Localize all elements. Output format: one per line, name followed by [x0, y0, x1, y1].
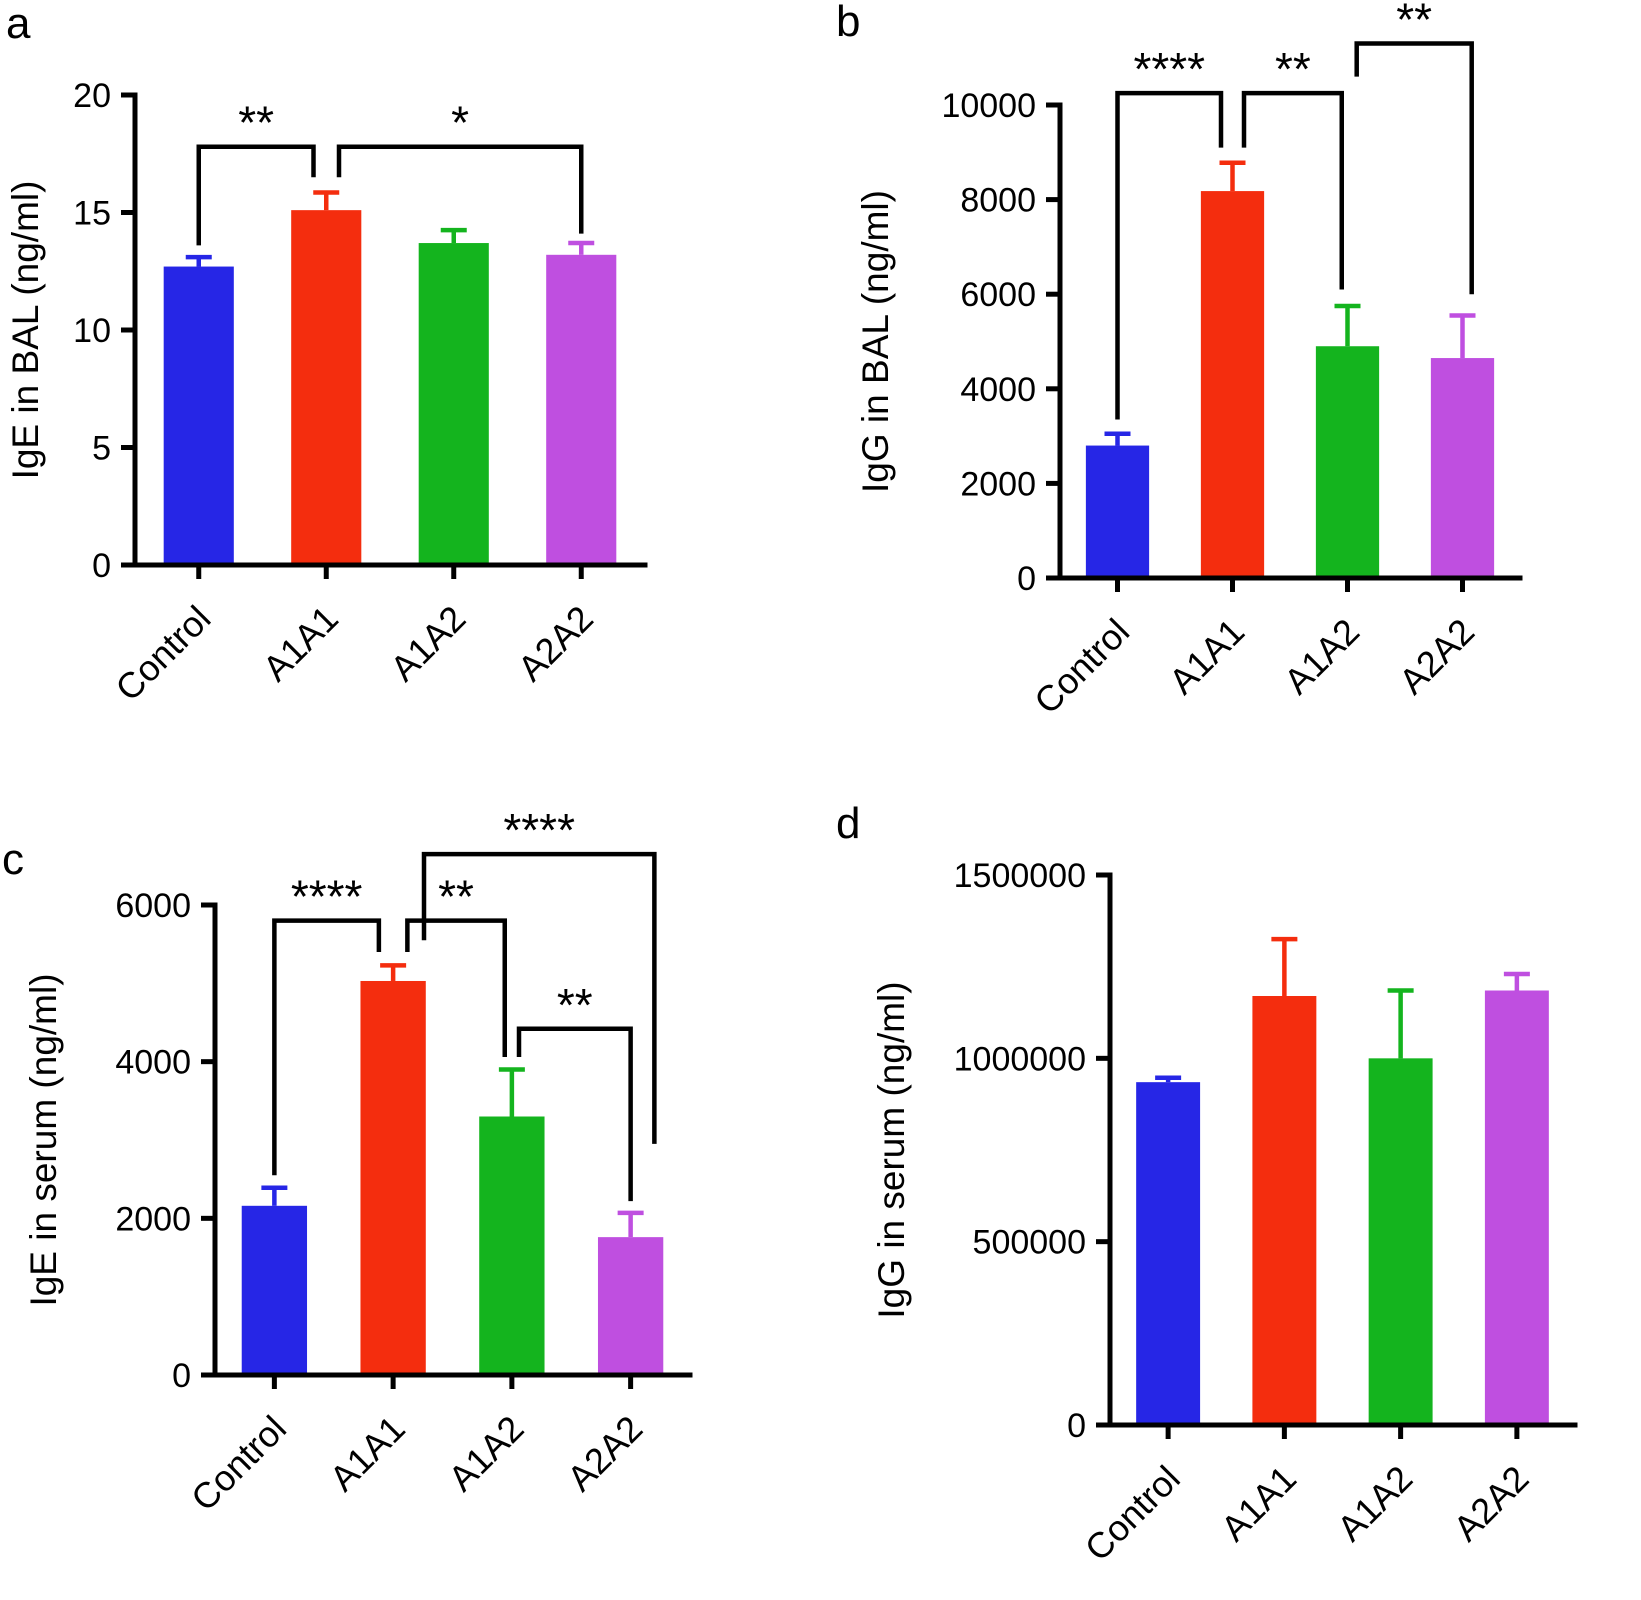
bar-a2a2: [1484, 990, 1549, 1425]
bar-control: [1085, 445, 1150, 578]
significance-bracket: [1354, 41, 1474, 295]
chart-ige-in-bal: 0 5 10 15 20 IgE in BAL (ng/ml) Control A1A1 A1A…: [5, 77, 648, 709]
y-tick-label: 500000: [973, 1224, 1086, 1262]
chart-ige-in-serum: 0 2000 4000 6000 IgE in serum (ng/ml) Control…: [23, 804, 693, 1519]
significance-label: ****: [291, 871, 363, 923]
bar-control: [1136, 1082, 1201, 1425]
y-tick-label: 0: [172, 1357, 191, 1395]
category-label-a1a2: A1A2: [1329, 1458, 1420, 1549]
y-tick-label: 4000: [960, 371, 1036, 409]
significance-label: ****: [503, 804, 575, 856]
bar-a1a1: [291, 210, 362, 565]
category-label-a1a2: A1A2: [440, 1408, 531, 1499]
significance-bracket: [516, 1026, 633, 1202]
y-axis-title: IgE in serum (ng/ml): [23, 973, 64, 1306]
bar-a1a2: [418, 243, 489, 566]
category-label-control: Control: [1077, 1458, 1188, 1569]
y-tick-label: 10000: [941, 87, 1036, 125]
y-tick-label: 0: [1067, 1407, 1086, 1445]
significance-bracket: [336, 144, 584, 234]
panel-label-d: d: [836, 799, 861, 848]
y-axis-title: IgE in BAL (ng/ml): [5, 181, 46, 480]
category-label-a2a2: A2A2: [1391, 611, 1482, 702]
bar-a1a2: [1315, 346, 1380, 578]
panel-label-c: c: [2, 835, 24, 884]
chart-igg-in-bal: 0 2000 4000 6000 8000 10000 IgG in BAL (ng/ml)…: [855, 0, 1523, 722]
category-label-control: Control: [183, 1408, 294, 1519]
chart-igg-in-serum: 0 500000 1000000 1500000 IgG in serum (ng/ml…: [871, 857, 1578, 1569]
y-axis-title: IgG in BAL (ng/ml): [855, 190, 896, 493]
panel-label-b: b: [836, 0, 861, 46]
y-tick-label: 5: [92, 430, 111, 468]
category-label-a1a1: A1A1: [1213, 1458, 1304, 1549]
y-tick-label: 8000: [960, 182, 1036, 220]
category-label-a2a2: A2A2: [559, 1408, 650, 1499]
bar-a2a2: [1430, 358, 1495, 578]
significance-bracket: [1115, 90, 1224, 420]
bar-control: [163, 266, 234, 565]
category-label-a1a1: A1A1: [255, 598, 346, 689]
panel-b: b 0 2000 4000 6000 8000 10000 IgG in BAL (ng/m…: [820, 0, 1641, 800]
category-label-a1a1: A1A1: [322, 1408, 413, 1499]
bar-a1a1: [1252, 996, 1317, 1425]
y-tick-label: 2000: [115, 1200, 191, 1238]
panel-label-a: a: [6, 0, 31, 48]
y-tick-label: 10: [73, 312, 111, 350]
panel-a: a 0 5 10 15 20 IgE in BAL (ng/ml) Control A1A1 A…: [0, 0, 821, 800]
bar-a2a2: [597, 1237, 664, 1375]
y-tick-label: 1000000: [954, 1040, 1086, 1078]
y-tick-label: 4000: [115, 1044, 191, 1082]
y-tick-label: 0: [1017, 560, 1036, 598]
bar-a1a2: [1368, 1058, 1433, 1425]
significance-label: **: [1396, 0, 1432, 46]
y-tick-label: 6000: [960, 276, 1036, 314]
y-tick-label: 15: [73, 195, 111, 233]
y-tick-label: 2000: [960, 465, 1036, 503]
category-label-a1a1: A1A1: [1161, 611, 1252, 702]
panel-c: c 0 2000 4000 6000 IgE in serum (ng/ml) Contr…: [0, 800, 821, 1600]
category-label-a1a2: A1A2: [1276, 611, 1367, 702]
significance-label: ****: [1133, 43, 1205, 95]
significance-bracket: [421, 851, 657, 1144]
significance-label: **: [438, 871, 474, 923]
category-label-a1a2: A1A2: [382, 598, 473, 689]
bar-a2a2: [546, 254, 617, 566]
significance-bracket: [272, 918, 382, 1176]
y-axis-title: IgG in serum (ng/ml): [871, 981, 912, 1318]
category-label-control: Control: [1026, 611, 1137, 722]
panel-d: d 0 500000 1000000 1500000 IgG in serum (ng/…: [820, 800, 1641, 1600]
bar-control: [241, 1205, 308, 1375]
bar-a1a1: [360, 980, 426, 1375]
significance-bracket: [196, 144, 316, 246]
bar-a1a1: [1200, 191, 1265, 578]
y-tick-label: 0: [92, 547, 111, 585]
y-tick-label: 6000: [115, 887, 191, 925]
category-label-control: Control: [107, 598, 218, 709]
bar-a1a2: [479, 1116, 545, 1375]
significance-label: **: [238, 97, 274, 149]
y-tick-label: 1500000: [954, 857, 1086, 895]
significance-bracket: [405, 918, 507, 1057]
significance-label: **: [1275, 43, 1311, 95]
y-tick-label: 20: [73, 77, 111, 115]
significance-label: *: [451, 97, 469, 149]
significance-label: **: [557, 979, 593, 1031]
category-label-a2a2: A2A2: [510, 598, 601, 689]
category-label-a2a2: A2A2: [1445, 1458, 1536, 1549]
significance-bracket: [1241, 90, 1344, 290]
